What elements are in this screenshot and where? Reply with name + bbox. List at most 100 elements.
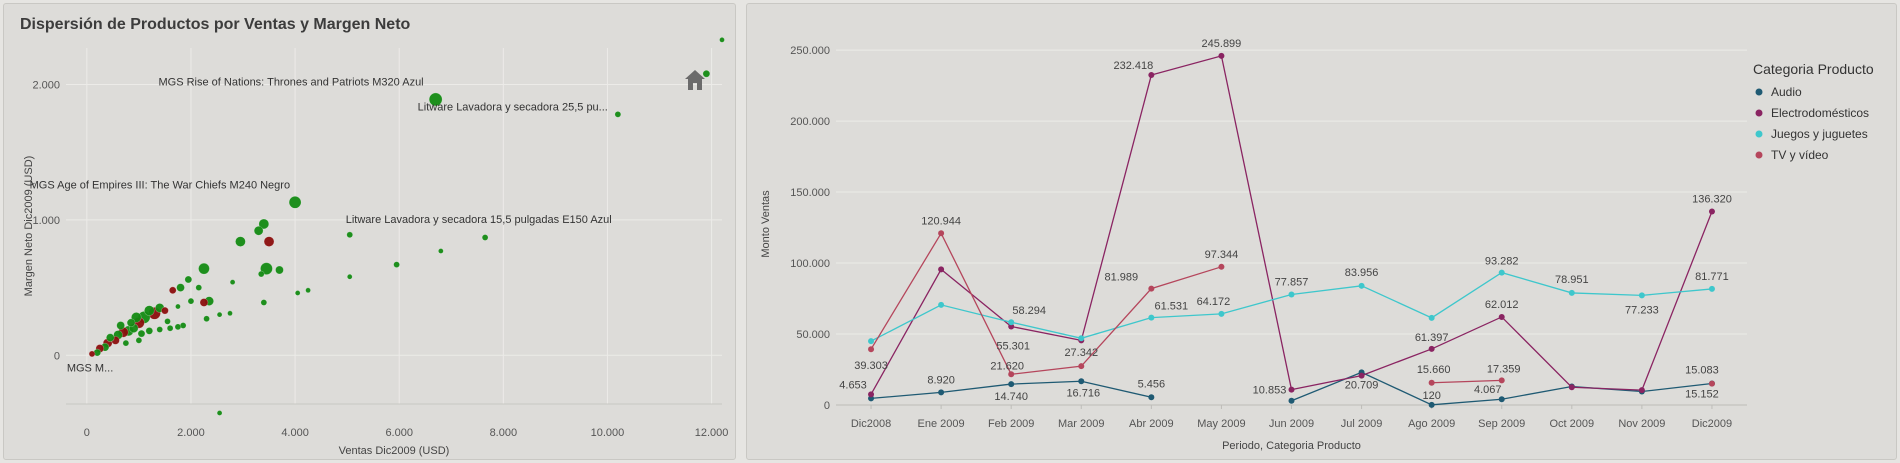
series-point — [1008, 319, 1015, 326]
legend-title: Categoria Producto — [1753, 61, 1874, 77]
data-label: 81.989 — [1105, 272, 1139, 284]
line-chart[interactable]: 0 50.000 100.000 150.000 200.000 250.000 Dic20… — [747, 4, 1896, 459]
series-point — [1008, 381, 1015, 388]
series-point — [1498, 396, 1505, 403]
data-label: 10.853 — [1253, 385, 1287, 397]
data-label: 77.233 — [1625, 304, 1659, 316]
x-tick-label: 4.000 — [281, 427, 309, 439]
scatter-point — [175, 303, 181, 310]
data-label: 15.152 — [1685, 388, 1719, 400]
scatter-point — [305, 287, 311, 294]
x-tick-label: 2.000 — [177, 427, 205, 439]
series-point — [938, 301, 945, 308]
scatter-point — [145, 327, 154, 335]
series-point — [1358, 372, 1365, 379]
legend-marker — [1755, 151, 1763, 159]
x-tick-label: Dic2009 — [1692, 418, 1732, 430]
data-label: 62.012 — [1485, 299, 1519, 311]
scatter-point — [263, 236, 275, 247]
series-line — [870, 231, 1222, 376]
legend-item: Audio — [1771, 85, 1802, 99]
series-point — [1428, 401, 1435, 408]
scatter-point — [105, 333, 115, 342]
y-tick-label: 250.000 — [790, 45, 830, 57]
data-label: 16.716 — [1066, 387, 1100, 399]
data-label: 21.620 — [990, 360, 1024, 372]
series-point — [1008, 371, 1015, 378]
data-label: 93.282 — [1485, 256, 1519, 268]
scatter-point — [428, 92, 443, 107]
scatter-point — [235, 236, 246, 247]
scatter-point — [227, 310, 233, 317]
series-point — [1148, 72, 1155, 79]
data-label: 39.303 — [854, 360, 888, 372]
y-tick-label: 150.000 — [790, 187, 830, 199]
data-label: 97.344 — [1205, 249, 1239, 261]
y-tick-label: 0 — [54, 350, 60, 362]
x-tick-label: May 2009 — [1197, 418, 1245, 430]
point-annotation: MGS M... — [67, 362, 113, 374]
scatter-chart[interactable]: 0 2.000 4.000 6.000 8.000 10.000 12.000 0 1.000 2… — [4, 4, 735, 459]
series-point — [1008, 323, 1015, 330]
series-point — [1288, 386, 1295, 393]
point-annotation: MGS Rise of Nations: Thrones and Patriot… — [158, 76, 423, 88]
x-tick-label: 10.000 — [591, 427, 625, 439]
series-point — [1218, 263, 1225, 270]
series-point — [1078, 378, 1085, 385]
scatter-point — [174, 323, 182, 331]
scatter-title: Dispersión de Productos por Ventas y Mar… — [20, 16, 411, 33]
scatter-point — [116, 321, 125, 330]
scatter-point — [614, 111, 622, 118]
x-tick-label: Nov 2009 — [1618, 418, 1665, 430]
y-tick-label: 1.000 — [32, 215, 60, 227]
series-point — [1498, 377, 1505, 384]
x-tick-label: 8.000 — [490, 427, 518, 439]
scatter-point — [184, 275, 193, 284]
series-point — [1708, 380, 1715, 387]
scatter-point — [275, 265, 284, 275]
series-point — [938, 389, 945, 396]
legend-item: Juegos y juguetes — [1771, 127, 1868, 141]
x-tick-label: Abr 2009 — [1129, 418, 1174, 430]
x-tick-label: Ago 2009 — [1408, 418, 1455, 430]
scatter-point — [168, 286, 177, 295]
scatter-point — [144, 305, 155, 316]
series-point — [1218, 310, 1225, 317]
scatter-point — [88, 350, 96, 358]
data-label: 61.531 — [1155, 301, 1189, 313]
scatter-point — [198, 262, 210, 275]
series-point — [1148, 394, 1155, 401]
scatter-point — [122, 339, 130, 347]
legend-marker — [1755, 109, 1763, 117]
y-axis-label: Monto Ventas — [760, 190, 772, 258]
y-tick-label: 2.000 — [32, 80, 60, 92]
series-point — [868, 338, 875, 345]
x-tick-label: Oct 2009 — [1549, 418, 1594, 430]
scatter-point — [288, 196, 302, 209]
scatter-point — [203, 315, 210, 323]
point-annotation: MGS Age of Empires III: The War Chiefs M… — [30, 179, 290, 191]
point-annotation: Litware Lavadora y secadora 25,5 pu... — [418, 101, 608, 113]
series-point — [1078, 363, 1085, 370]
data-label: 81.771 — [1695, 271, 1729, 283]
series-point — [1218, 52, 1225, 59]
x-tick-label: 12.000 — [695, 427, 729, 439]
x-tick-label: Sep 2009 — [1478, 418, 1525, 430]
series-point — [1638, 292, 1645, 299]
legend-item: TV y vídeo — [1771, 148, 1829, 162]
scatter-point — [166, 324, 174, 332]
data-label: 232.418 — [1113, 60, 1153, 72]
scatter-point — [216, 311, 223, 318]
scatter-point — [258, 218, 270, 230]
series-line — [1431, 379, 1502, 384]
scatter-point — [346, 231, 354, 239]
legend-marker — [1755, 88, 1763, 96]
series-point — [1498, 313, 1505, 320]
home-icon[interactable] — [683, 68, 707, 92]
scatter-point — [702, 69, 711, 78]
y-tick-label: 100.000 — [790, 258, 830, 270]
series-point — [1428, 379, 1435, 386]
scatter-panel: Dispersión de Productos por Ventas y Mar… — [3, 3, 736, 460]
scatter-point — [195, 284, 203, 291]
scatter-point — [229, 279, 236, 285]
